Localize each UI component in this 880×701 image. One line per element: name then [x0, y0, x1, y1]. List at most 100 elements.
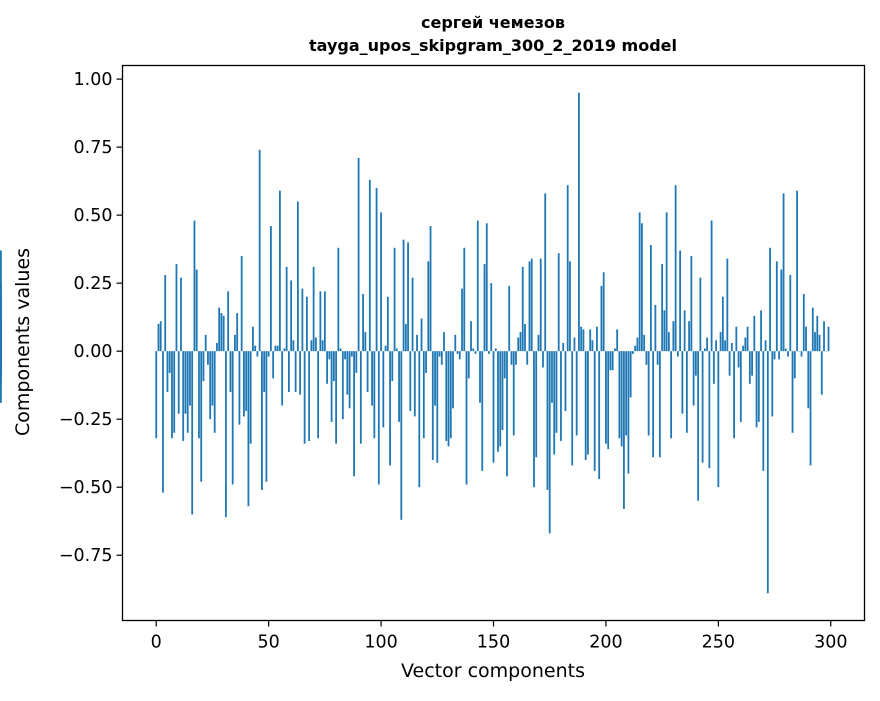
- bar: [610, 351, 612, 370]
- x-tick-label: 200: [589, 633, 622, 653]
- bar: [212, 351, 214, 405]
- bar: [477, 221, 479, 352]
- bar: [378, 351, 380, 484]
- bar: [614, 348, 616, 351]
- y-tick-label: 0.75: [74, 138, 113, 158]
- x-tick-label: 0: [151, 633, 162, 653]
- bar: [340, 348, 342, 351]
- bar: [522, 267, 524, 351]
- bar: [207, 351, 209, 365]
- bar: [803, 294, 805, 351]
- bar: [663, 310, 665, 351]
- bar: [176, 264, 178, 351]
- bar: [297, 202, 299, 352]
- bar: [263, 351, 265, 392]
- bar: [776, 261, 778, 351]
- bar: [389, 351, 391, 465]
- bar: [603, 272, 605, 351]
- bar: [508, 286, 510, 351]
- bar: [625, 351, 627, 435]
- bar: [612, 351, 614, 370]
- bar: [648, 351, 650, 435]
- bar: [418, 351, 420, 487]
- bar: [596, 327, 598, 351]
- bar: [601, 286, 603, 351]
- bar: [524, 324, 526, 351]
- bar: [551, 351, 553, 403]
- bar: [257, 351, 259, 356]
- bar: [688, 321, 690, 351]
- bar: [252, 327, 254, 351]
- bar: [684, 310, 686, 351]
- bar: [544, 193, 546, 351]
- bar: [277, 346, 279, 351]
- bar: [760, 310, 762, 351]
- chart-title-line-2: tayga_upos_skipgram_300_2_2019 model: [309, 36, 677, 55]
- bar: [641, 223, 643, 351]
- bar: [391, 351, 393, 381]
- bar: [472, 348, 474, 351]
- bar: [412, 278, 414, 351]
- bar: [0, 251, 2, 352]
- bar: [387, 297, 389, 351]
- bar: [643, 335, 645, 351]
- bar: [342, 351, 344, 419]
- bar: [560, 351, 562, 441]
- bar: [589, 329, 591, 351]
- bar: [414, 351, 416, 416]
- bar: [308, 351, 310, 441]
- bar: [266, 351, 268, 482]
- bar: [771, 351, 773, 416]
- bar: [783, 193, 785, 351]
- bar: [650, 245, 652, 351]
- bar: [463, 248, 465, 351]
- bar: [173, 351, 175, 433]
- bar: [540, 259, 542, 352]
- bar: [767, 351, 769, 593]
- bar: [286, 267, 288, 351]
- bar: [310, 340, 312, 351]
- bar: [407, 242, 409, 351]
- bar: [553, 351, 555, 454]
- bar: [290, 280, 292, 351]
- bar: [778, 351, 780, 359]
- bar: [632, 351, 634, 354]
- bar: [758, 351, 760, 422]
- bar: [376, 188, 378, 351]
- bar: [295, 351, 297, 392]
- bar: [576, 351, 578, 435]
- bar: [409, 351, 411, 411]
- bar: [801, 351, 803, 356]
- bar: [162, 351, 164, 492]
- bar: [729, 351, 731, 375]
- bar: [823, 321, 825, 351]
- bar: [292, 340, 294, 351]
- bar: [353, 351, 355, 476]
- bar: [515, 351, 517, 365]
- bar: [735, 327, 737, 351]
- bar: [785, 348, 787, 351]
- bar: [753, 316, 755, 351]
- bar: [715, 340, 717, 351]
- bar: [272, 351, 274, 378]
- bar: [466, 351, 468, 484]
- bar: [452, 351, 454, 408]
- bar: [675, 185, 677, 351]
- bar: [380, 212, 382, 351]
- bar: [526, 351, 528, 365]
- bar: [454, 335, 456, 351]
- bar: [434, 351, 436, 405]
- bar: [724, 340, 726, 351]
- bar: [619, 351, 621, 438]
- bar: [549, 351, 551, 533]
- bar: [605, 351, 607, 444]
- bar: [178, 351, 180, 414]
- bar: [427, 261, 429, 351]
- bar: [281, 351, 283, 405]
- bar: [792, 351, 794, 433]
- bar: [416, 335, 418, 351]
- bar: [659, 351, 661, 457]
- bar: [328, 351, 330, 359]
- bar: [805, 327, 807, 351]
- bar: [695, 351, 697, 375]
